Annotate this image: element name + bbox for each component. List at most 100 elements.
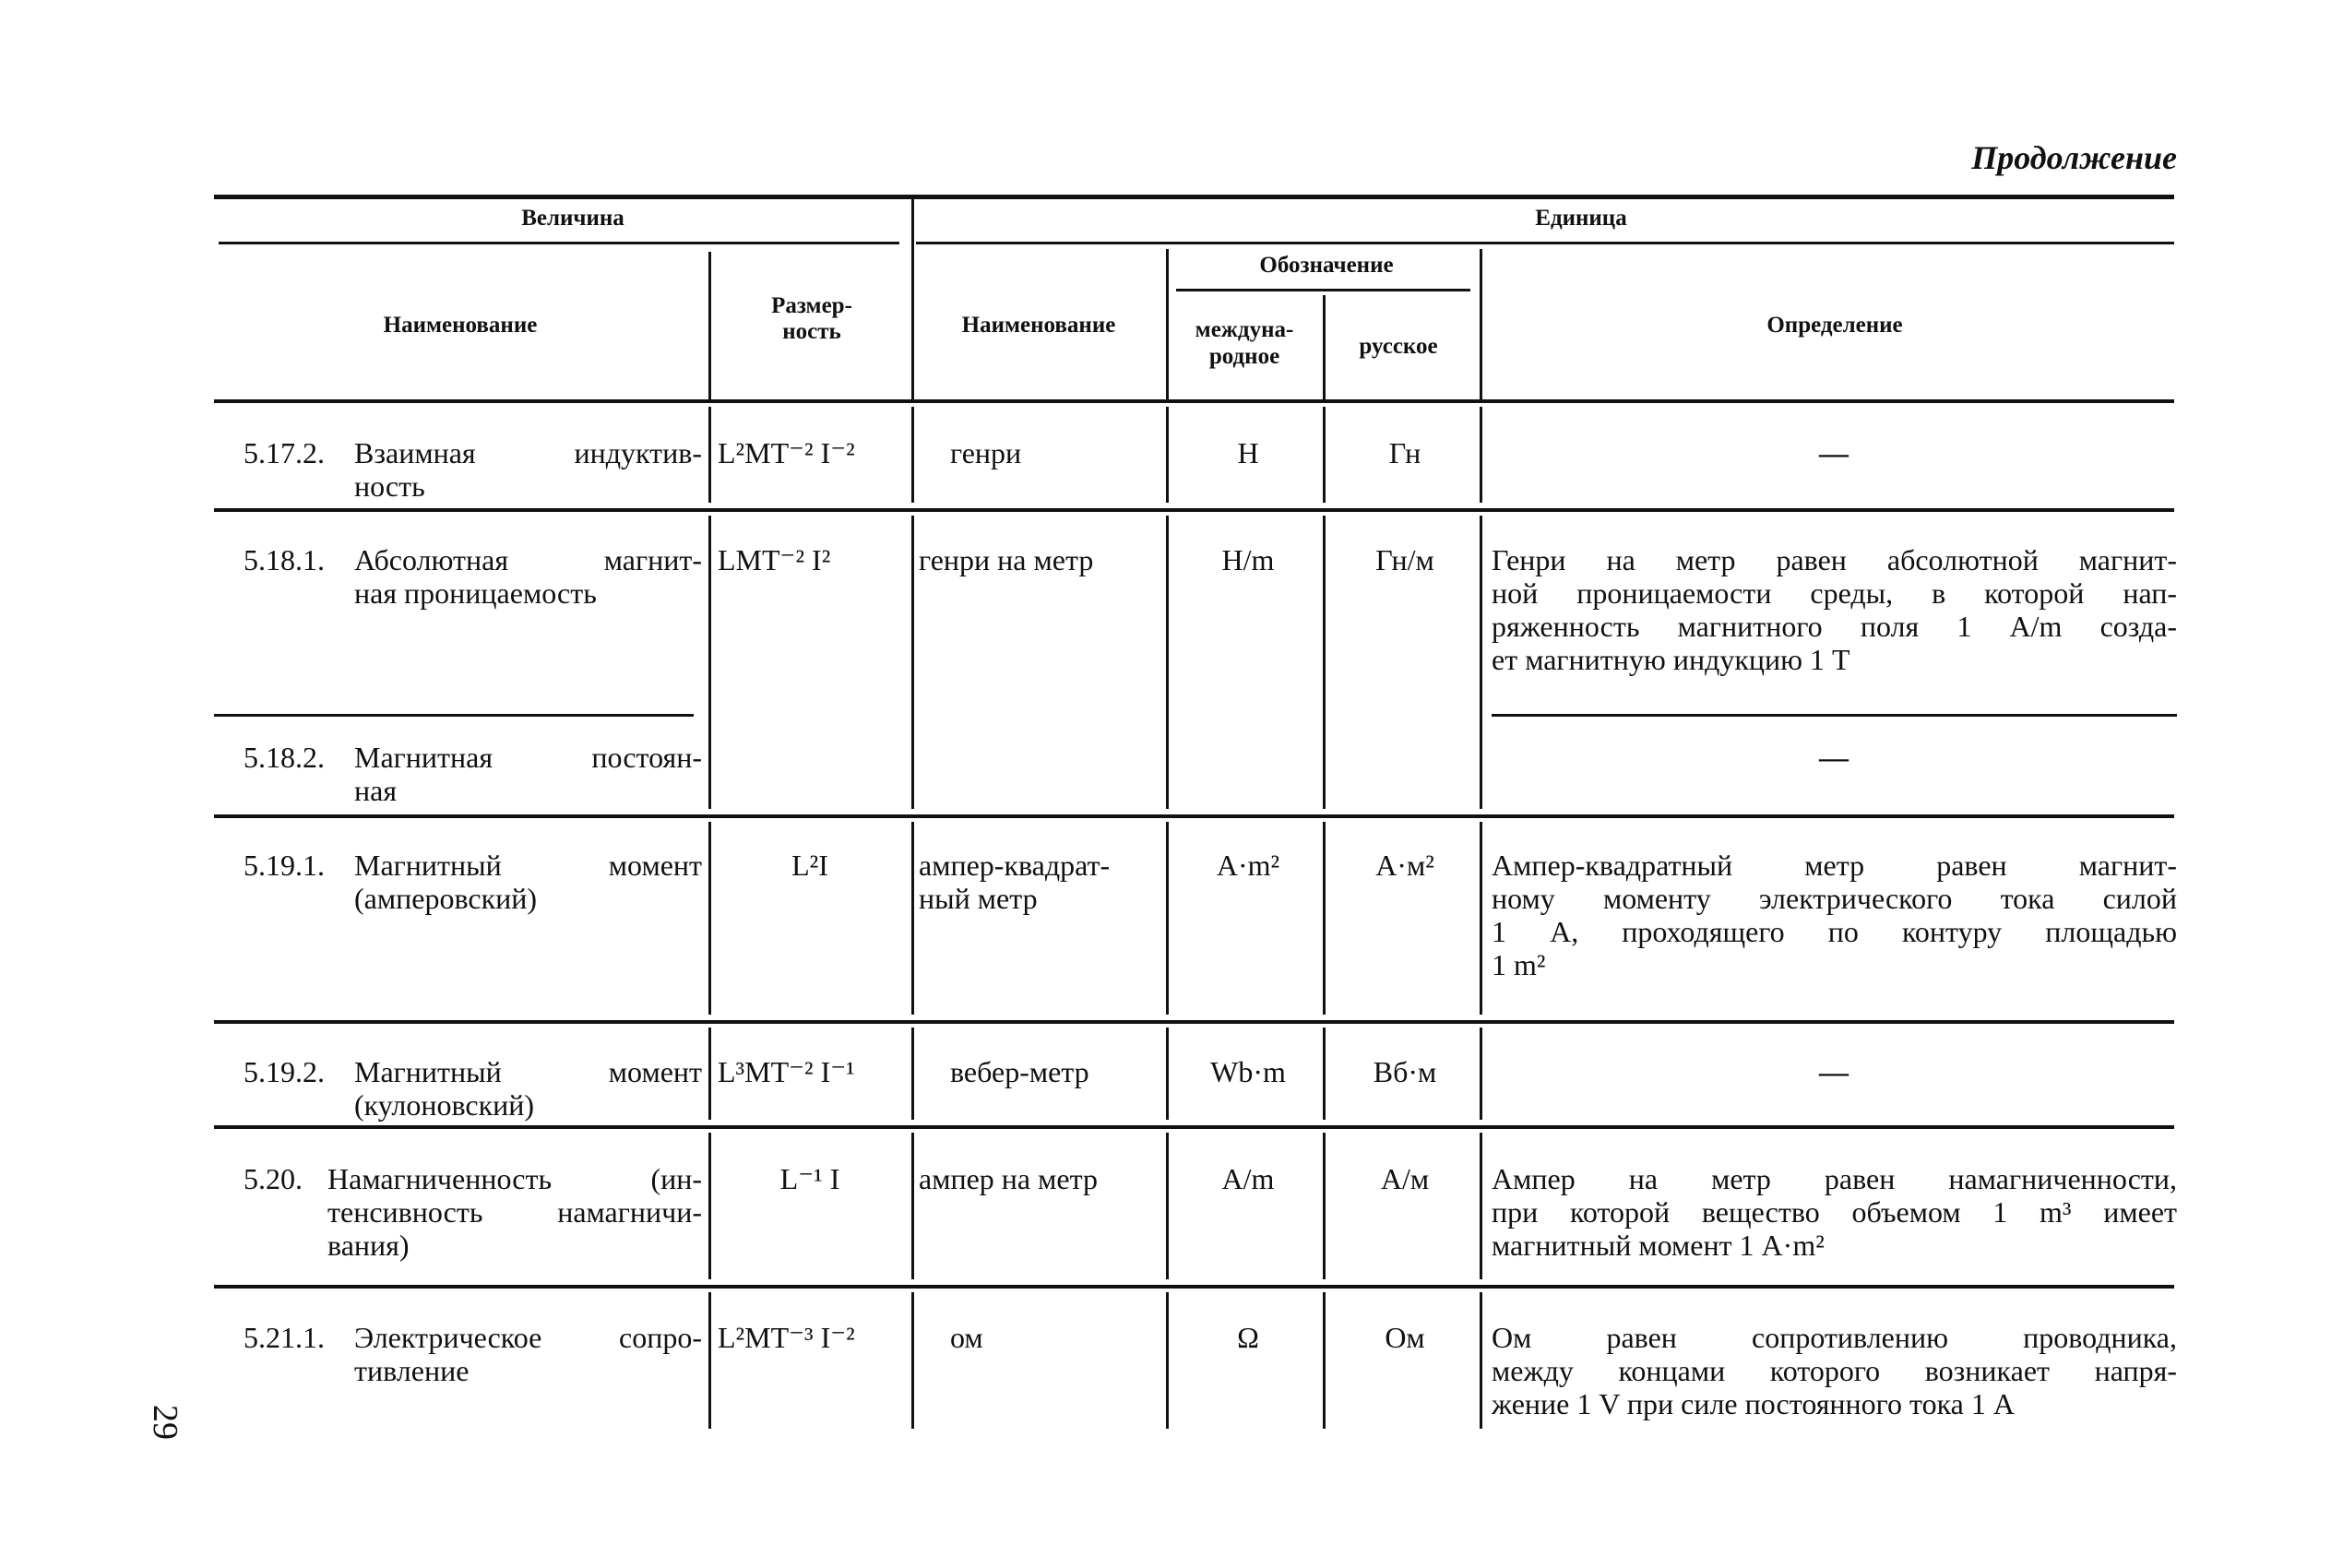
dimension: L²I: [791, 849, 828, 882]
quantity-name: Абсолютная магнит-ная проницаемость: [354, 543, 702, 610]
table-rule-vertical: [708, 1028, 711, 1120]
quantity-name-line: Абсолютная магнит-: [354, 543, 702, 576]
table-rule-vertical: [911, 199, 914, 399]
quantity-name-line: Взаимная индуктив-: [354, 436, 702, 469]
definition: Генри на метр равен абсолютной магнит-но…: [1492, 543, 2177, 676]
table-rule-horizontal: [214, 714, 694, 717]
header-quantity-name: Наименование: [383, 313, 538, 338]
dimension: LMT⁻² I²: [718, 543, 831, 576]
quantity-name-line: Электрическое сопро-: [354, 1321, 702, 1354]
item-number: 5.21.1.: [244, 1321, 325, 1354]
header-symbol-intl-2: родное: [1208, 344, 1280, 369]
unit-name: вебер-метр: [950, 1055, 1089, 1088]
table-rule-vertical: [1323, 1028, 1326, 1120]
definition: Ом равен сопротивлению проводника, между …: [1492, 1321, 2177, 1420]
table-rule-vertical: [911, 1133, 914, 1279]
definition-dash: —: [1819, 1055, 1849, 1088]
table-rule-vertical: [708, 1292, 711, 1429]
definition: Ампер на метр равен намагниченности, при …: [1492, 1162, 2177, 1262]
quantity-name: Магнитная постоян-ная: [354, 741, 702, 807]
quantity-name: Намагниченность (ин-тенсивность намагнич…: [327, 1162, 702, 1262]
header-unit-name: Наименование: [961, 313, 1116, 338]
symbol-international: A·m²: [1216, 849, 1280, 882]
table-rule-vertical: [1166, 1028, 1169, 1120]
quantity-name: Магнитный момент (амперовский): [354, 849, 702, 915]
table-rule-vertical: [1323, 295, 1326, 399]
table-rule-vertical: [1166, 1292, 1169, 1429]
table-rule-vertical: [1323, 822, 1326, 1015]
table-rule-horizontal: [214, 1285, 2174, 1289]
definition-line: ному моменту электрического тока силой: [1492, 882, 2177, 915]
definition-line: ной проницаемости среды, в которой нап-: [1492, 576, 2177, 610]
table-rule-horizontal: [1176, 289, 1470, 291]
unit-name: ный метр: [919, 882, 1038, 915]
symbol-russian: Ом: [1385, 1321, 1425, 1354]
table-rule-vertical: [911, 516, 914, 809]
table-rule-vertical: [1480, 516, 1482, 809]
definition-line: Генри на метр равен абсолютной магнит-: [1492, 543, 2177, 576]
table-rule-vertical: [1166, 1133, 1169, 1279]
table-rule-vertical: [1166, 249, 1169, 399]
definition-line: ет магнитную индукцию 1 Т: [1492, 643, 1850, 676]
header-unit-group: Единица: [1535, 206, 1627, 231]
table-rule-horizontal: [214, 1020, 2174, 1024]
symbol-russian: А·м²: [1375, 849, 1434, 882]
table-rule-vertical: [911, 822, 914, 1015]
table-rule-horizontal: [214, 399, 2174, 403]
table-rule-vertical: [708, 822, 711, 1015]
definition: Ампер-квадратный метр равен магнит-ному …: [1492, 849, 2177, 981]
unit-name: ампер на метр: [919, 1162, 1098, 1195]
table-rule-horizontal: [1492, 714, 2177, 717]
unit-name: ом: [950, 1321, 983, 1354]
symbol-international: H/m: [1221, 543, 1275, 576]
header-symbol-group: Обозначение: [1259, 253, 1394, 278]
dimension: L⁻¹ I: [779, 1162, 840, 1195]
quantity-name-line: (кулоновский): [354, 1088, 535, 1122]
continuation-label: Продолжение: [1971, 139, 2177, 176]
item-number: 5.17.2.: [244, 436, 325, 469]
table-rule-horizontal: [916, 242, 2174, 244]
table-rule-horizontal: [214, 814, 2174, 818]
page-number: 29: [146, 1405, 184, 1440]
definition-dash: —: [1819, 741, 1849, 774]
quantity-name-line: тивление: [354, 1354, 470, 1387]
quantity-name-line: ная проницаемость: [354, 576, 597, 610]
table-rule-vertical: [1323, 407, 1326, 503]
quantity-name: Электрическое сопро-тивление: [354, 1321, 702, 1387]
table-rule-horizontal: [219, 242, 899, 244]
definition-line: между концами которого возникает напря-: [1492, 1354, 2177, 1387]
table-rule-vertical: [911, 1028, 914, 1120]
quantity-name-line: тенсивность намагничи-: [327, 1195, 702, 1229]
symbol-russian: Гн: [1388, 436, 1421, 469]
table-rule-vertical: [1166, 822, 1169, 1015]
header-quantity-group: Величина: [521, 206, 624, 231]
symbol-russian: Вб·м: [1373, 1055, 1437, 1088]
quantity-name-line: Магнитный момент: [354, 849, 702, 882]
table-rule-vertical: [1480, 1028, 1482, 1120]
table-rule-vertical: [1323, 1292, 1326, 1429]
symbol-russian: А/м: [1380, 1162, 1430, 1195]
table-rule-horizontal: [214, 195, 2174, 199]
symbol-international: Ω: [1237, 1321, 1259, 1354]
table-rule-vertical: [911, 407, 914, 503]
table-rule-vertical: [1480, 822, 1482, 1015]
table-rule-horizontal: [214, 508, 2174, 512]
item-number: 5.20.: [244, 1162, 303, 1195]
unit-name: ампер-квадрат-: [919, 849, 1111, 882]
header-dimension-1: Размер-: [771, 293, 852, 318]
item-number: 5.18.1.: [244, 543, 325, 576]
table-rule-vertical: [1323, 516, 1326, 809]
definition-line: Ампер на метр равен намагниченности,: [1492, 1162, 2177, 1195]
table-rule-vertical: [708, 407, 711, 503]
table-rule-vertical: [1323, 1133, 1326, 1279]
table-rule-vertical: [1480, 1292, 1482, 1429]
quantity-name-line: ность: [354, 469, 425, 503]
item-number: 5.19.1.: [244, 849, 325, 882]
dimension: L²MT⁻³ I⁻²: [718, 1321, 855, 1354]
quantity-name-line: вания): [327, 1229, 410, 1262]
definition-line: Ампер-квадратный метр равен магнит-: [1492, 849, 2177, 882]
definition-line: 1 А, проходящего по контуру площадью: [1492, 915, 2177, 948]
symbol-international: Wb·m: [1210, 1055, 1286, 1088]
definition-line: при которой вещество объемом 1 m³ имеет: [1492, 1195, 2177, 1229]
header-definition: Определение: [1766, 313, 1903, 338]
